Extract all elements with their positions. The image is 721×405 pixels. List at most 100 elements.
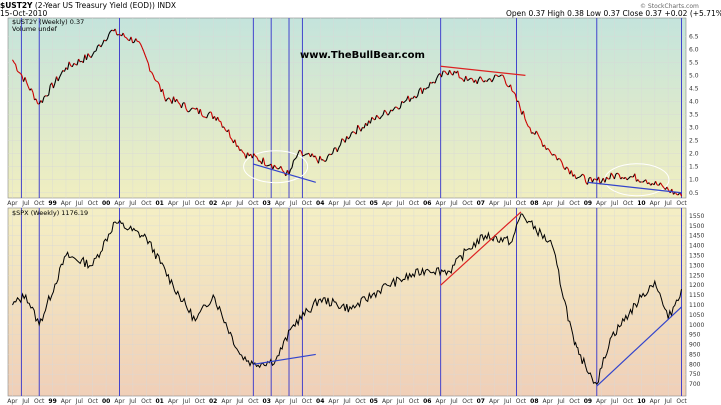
treasury-series-segment [245,152,249,159]
x-tick-label-lower: Oct [569,398,580,405]
treasury-series-segment [85,53,89,60]
treasury-series-segment [388,109,392,114]
treasury-series-segment [642,180,645,183]
treasury-series-segment [185,108,189,113]
treasury-series-segment [352,131,355,134]
treasury-series-segment [108,30,112,35]
treasury-series-segment [32,92,36,101]
treasury-series-segment [262,157,266,166]
volume-label: Volume undef [12,25,58,33]
treasury-series-segment [659,182,663,186]
x-tick-label-upper: Apr [328,200,339,207]
treasury-series-segment [270,163,274,170]
x-tick-label-lower: Jul [235,398,244,405]
treasury-panel-label: $UST2Y (Weekly) 0.37 [12,18,84,26]
treasury-series-segment [539,137,542,141]
x-tick-label-upper: 99 [48,200,56,207]
treasury-series-segment [229,137,233,140]
treasury-series-segment [132,41,135,44]
treasury-series-segment [618,174,622,180]
treasury-series-segment [330,153,333,156]
x-tick-label-lower: 05 [370,398,378,405]
treasury-series-segment [251,153,255,159]
x-tick-label-lower: Jul [128,398,137,405]
spx-y-tick-label: 1250 [689,272,704,279]
x-tick-label-upper: 00 [102,200,110,207]
treasury-series-segment [421,88,425,94]
treasury-series-segment [547,148,550,151]
x-tick-label-lower: Oct [623,398,634,405]
treasury-series-segment [645,179,648,185]
treasury-series-segment [537,134,541,139]
treasury-series-segment [140,43,143,48]
treasury-series-segment [586,177,590,185]
treasury-series-segment [325,155,329,161]
x-tick-label-lower: 02 [209,398,217,405]
treasury-series-segment [423,87,426,90]
treasury-series-segment [234,139,238,147]
treasury-series-segment [162,88,165,97]
treasury-series-segment [154,79,157,82]
treasury-series-segment [332,147,335,154]
treasury-series-segment [583,175,587,183]
treasury-series-segment [171,96,175,104]
treasury-series-segment [21,75,25,82]
x-tick-label-upper: Apr [275,200,286,207]
x-tick-label-lower: Jul [21,398,30,405]
treasury-series-segment [149,70,152,73]
x-tick-label-upper: 02 [209,200,217,207]
treasury-series-segment [199,109,203,116]
treasury-series-segment [491,78,494,83]
treasury-series-segment [110,29,113,32]
treasury-series-segment [87,53,91,57]
treasury-series-segment [401,100,404,104]
treasury-series-segment [38,100,42,105]
treasury-series-segment [621,176,625,180]
treasury-series-segment [143,51,146,56]
treasury-series-segment [272,164,275,170]
treasury-series-segment [206,113,209,119]
treasury-series-segment [628,176,631,179]
treasury-series-segment [543,144,547,150]
treasury-series-segment [280,166,284,171]
treasury-series-segment [141,47,145,52]
spx-y-tick-label: 1500 [689,223,704,230]
treasury-series-segment [166,97,170,100]
treasury-series-segment [550,152,553,156]
treasury-series-segment [255,155,258,158]
treasury-series-segment [519,108,523,115]
treasury-series-segment [396,107,400,110]
treasury-series-segment [52,82,56,89]
spx-trendline [596,306,682,387]
treasury-series-segment [158,84,162,92]
x-tick-label-lower: Apr [328,398,339,405]
treasury-series-segment [163,96,167,102]
treasury-series-segment [324,160,327,162]
x-tick-label-lower: Jul [289,398,298,405]
treasury-series-segment [322,159,326,162]
x-tick-label-lower: Jul [396,398,405,405]
treasury-series-segment [404,99,407,102]
x-tick-label-lower: Oct [462,398,473,405]
treasury-series-segment [556,158,560,161]
treasury-trendline [440,65,526,76]
treasury-series-segment [144,55,148,60]
treasury-series-segment [300,151,304,156]
treasury-series-segment [156,80,159,83]
treasury-series-segment [184,102,187,110]
treasury-series-segment [465,75,468,81]
treasury-trendline [253,163,316,183]
high-label: High [547,9,565,18]
x-tick-label-lower: Oct [195,398,206,405]
treasury-series-segment [196,107,200,115]
treasury-y-tick-label: 1.0 [689,177,699,184]
treasury-series-segment [101,39,105,45]
treasury-series-segment [54,76,58,84]
treasury-series-segment [59,73,62,78]
treasury-series-segment [403,101,406,104]
treasury-series-segment [282,170,285,173]
treasury-series-segment [242,151,245,155]
treasury-series-segment [429,81,433,84]
treasury-series-segment [407,95,411,102]
treasury-series-segment [193,108,196,110]
